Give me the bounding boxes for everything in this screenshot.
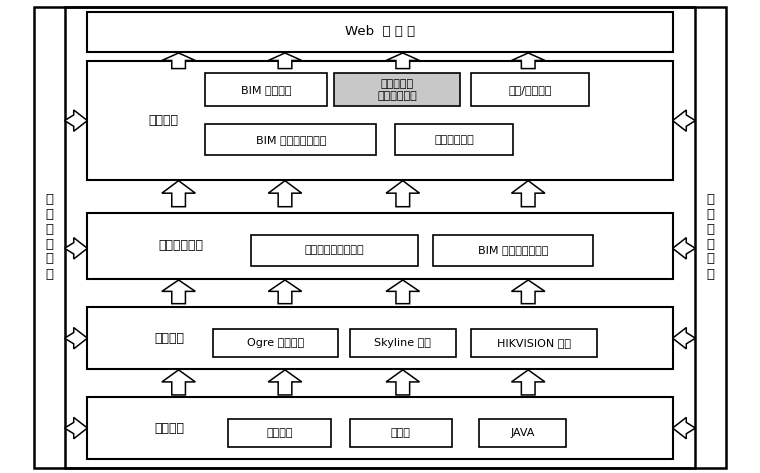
Bar xyxy=(213,329,338,357)
Polygon shape xyxy=(673,327,695,349)
Polygon shape xyxy=(65,327,87,349)
Text: 支撑平台: 支撑平台 xyxy=(154,332,185,345)
Text: 系
统
安
全
策
略: 系 统 安 全 策 略 xyxy=(46,193,53,280)
Text: BIM 模型的动态展示: BIM 模型的动态展示 xyxy=(255,135,326,145)
Text: 操作系统: 操作系统 xyxy=(266,428,293,438)
Polygon shape xyxy=(162,280,195,304)
Bar xyxy=(471,329,597,357)
Bar xyxy=(87,12,673,52)
Polygon shape xyxy=(673,418,695,439)
Text: 会话/呼叫管理: 会话/呼叫管理 xyxy=(508,85,552,95)
Polygon shape xyxy=(268,53,302,69)
Bar xyxy=(205,73,327,106)
Polygon shape xyxy=(268,280,302,304)
Bar xyxy=(65,7,695,468)
Polygon shape xyxy=(386,370,420,395)
Bar xyxy=(395,124,513,155)
Bar xyxy=(479,419,566,447)
Bar xyxy=(334,73,460,106)
Bar xyxy=(87,307,673,369)
Text: JAVA: JAVA xyxy=(510,428,535,438)
Text: 功能平台: 功能平台 xyxy=(148,114,179,127)
Polygon shape xyxy=(386,280,420,304)
Polygon shape xyxy=(511,53,545,69)
Text: Ogre 三维引擎: Ogre 三维引擎 xyxy=(247,338,304,348)
Polygon shape xyxy=(386,53,420,69)
Text: BIM 模型的自动生成: BIM 模型的自动生成 xyxy=(478,245,548,255)
Polygon shape xyxy=(162,53,195,69)
Polygon shape xyxy=(162,370,195,395)
Polygon shape xyxy=(386,181,420,207)
Text: 数据处理平台: 数据处理平台 xyxy=(159,239,204,253)
Bar xyxy=(350,419,452,447)
Polygon shape xyxy=(65,418,87,439)
Bar xyxy=(471,73,589,106)
Bar xyxy=(228,419,331,447)
Polygon shape xyxy=(268,370,302,395)
Text: Skyline 平台: Skyline 平台 xyxy=(375,338,431,348)
Text: 数据库: 数据库 xyxy=(391,428,411,438)
Bar xyxy=(87,213,673,279)
Polygon shape xyxy=(511,181,545,207)
Text: 配色方案管理: 配色方案管理 xyxy=(434,135,474,145)
Text: BIM 数据管理: BIM 数据管理 xyxy=(241,85,291,95)
Text: HIKVISION 平台: HIKVISION 平台 xyxy=(497,338,571,348)
Polygon shape xyxy=(65,110,87,131)
Bar xyxy=(251,235,418,266)
Bar xyxy=(350,329,456,357)
Polygon shape xyxy=(511,370,545,395)
Polygon shape xyxy=(65,238,87,259)
Bar xyxy=(205,124,376,155)
Bar xyxy=(433,235,593,266)
Text: 统
一
标
准
规
范: 统 一 标 准 规 范 xyxy=(707,193,714,280)
Polygon shape xyxy=(268,181,302,207)
Text: Web  客 户 端: Web 客 户 端 xyxy=(345,26,415,38)
Polygon shape xyxy=(162,181,195,207)
Polygon shape xyxy=(673,110,695,131)
Bar xyxy=(87,397,673,459)
Polygon shape xyxy=(511,280,545,304)
Text: 系统平台: 系统平台 xyxy=(154,421,185,435)
Text: 路基压实数据的处理: 路基压实数据的处理 xyxy=(305,245,364,255)
Text: 压实层的层
查询与点查询: 压实层的层 查询与点查询 xyxy=(377,79,417,101)
Bar xyxy=(87,61,673,180)
Polygon shape xyxy=(673,238,695,259)
